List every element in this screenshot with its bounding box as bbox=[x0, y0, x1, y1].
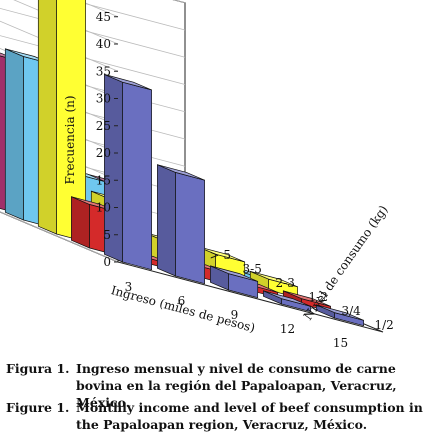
bar-top bbox=[263, 290, 311, 307]
caption-en-text: Monthly income and level of beef consump… bbox=[76, 400, 423, 432]
bar-side bbox=[157, 164, 176, 277]
bar-top bbox=[104, 74, 152, 91]
caption-en-number: Figure 1. bbox=[6, 400, 70, 415]
x-tick-label: 3 bbox=[125, 280, 133, 294]
x-tick-label: 6 bbox=[178, 294, 186, 308]
bar-front bbox=[175, 171, 205, 285]
y-tick-label: 15 bbox=[96, 173, 111, 187]
bar-side bbox=[37, 0, 57, 235]
z-tick-label: > 5 bbox=[210, 248, 232, 262]
y-tick-label: 45 bbox=[96, 10, 111, 24]
bar-top bbox=[316, 304, 364, 321]
z-tick-label: 3/4 bbox=[342, 304, 362, 318]
caption-es-number: Figura 1. bbox=[6, 361, 70, 376]
chart-labels: 0 5 10 15 20 25 30 35 40 45 3 6 9 12 15 1/2 3/4 1-2 2-3 3-5… bbox=[96, 10, 394, 350]
bar-top bbox=[157, 164, 205, 181]
caption-es-text: Ingreso mensual y nivel de consumo de ca… bbox=[76, 361, 397, 410]
bar-top bbox=[283, 290, 331, 307]
bar bbox=[37, 0, 86, 243]
bar-top bbox=[250, 271, 298, 288]
z-tick-label: 1/2 bbox=[375, 318, 394, 332]
y-tick-label: 35 bbox=[96, 64, 111, 78]
x-tick-label: 15 bbox=[333, 336, 348, 350]
y-tick-label: 5 bbox=[103, 228, 111, 242]
y-tick-label: 0 bbox=[103, 255, 111, 269]
x-tick-label: 12 bbox=[280, 322, 295, 336]
figure-caption-en: Figure 1. Monthly income and level of bee… bbox=[6, 399, 444, 433]
y-axis-label: Frecuencia (n) bbox=[63, 95, 77, 184]
bar bbox=[157, 164, 205, 285]
x-tick-label: 9 bbox=[231, 308, 239, 322]
y-tick-label: 25 bbox=[96, 119, 111, 133]
bar-side bbox=[71, 196, 90, 249]
y-tick-label: 30 bbox=[96, 92, 111, 106]
z-tick-label: 1-2 bbox=[309, 290, 328, 304]
y-tick-label: 40 bbox=[96, 37, 111, 51]
bar-side bbox=[4, 48, 24, 221]
bar bbox=[315, 304, 364, 327]
bar-chart-3d: 0 5 10 15 20 25 30 35 40 45 3 6 9 12 15 1/2 3/4 1-2 2-3 3-5… bbox=[0, 0, 394, 350]
y-tick-label: 10 bbox=[96, 201, 111, 215]
bar bbox=[104, 73, 152, 271]
bar bbox=[210, 265, 259, 299]
bar-front bbox=[122, 81, 152, 271]
z-tick-label: 2-3 bbox=[276, 276, 295, 290]
figure-caption-es: Figura 1. Ingreso mensual y nivel de cons… bbox=[6, 360, 444, 411]
chart-bars bbox=[0, 0, 364, 327]
bar bbox=[263, 290, 312, 313]
z-tick-label: 3-5 bbox=[243, 262, 262, 276]
bar-top bbox=[210, 265, 258, 282]
y-tick-label: 20 bbox=[96, 146, 111, 160]
